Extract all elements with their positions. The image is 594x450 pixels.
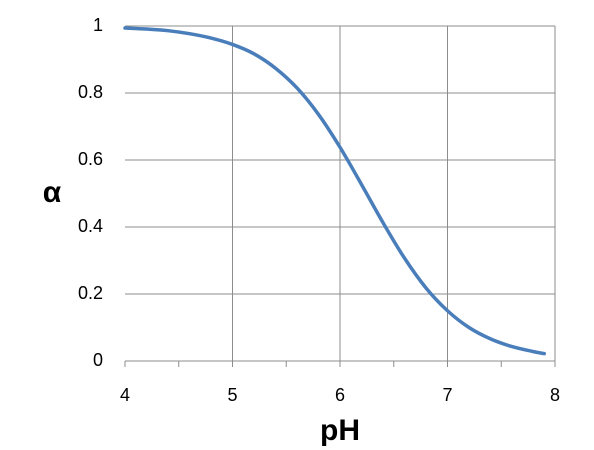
axes <box>124 360 556 367</box>
y-tick-label: 1 <box>93 15 103 35</box>
y-tick-label: 0.2 <box>78 283 103 303</box>
tick-labels: 0 0.2 0.4 0.6 0.8 1 4 5 6 7 8 <box>78 15 560 405</box>
x-tick-label: 7 <box>442 385 452 405</box>
series-layer <box>123 26 546 356</box>
y-tick-label: 0.4 <box>78 216 103 236</box>
y-axis-title: α <box>43 176 62 209</box>
grid <box>125 25 556 361</box>
x-tick-label: 8 <box>550 385 560 405</box>
y-tick-label: 0.6 <box>78 149 103 169</box>
x-tick-label: 4 <box>120 385 130 405</box>
series-line <box>123 26 546 356</box>
y-tick-label: 0.8 <box>78 82 103 102</box>
y-tick-label: 0 <box>93 350 103 370</box>
x-tick-label: 5 <box>227 385 237 405</box>
x-tick-label: 6 <box>335 385 345 405</box>
x-axis-title: pH <box>320 414 360 447</box>
